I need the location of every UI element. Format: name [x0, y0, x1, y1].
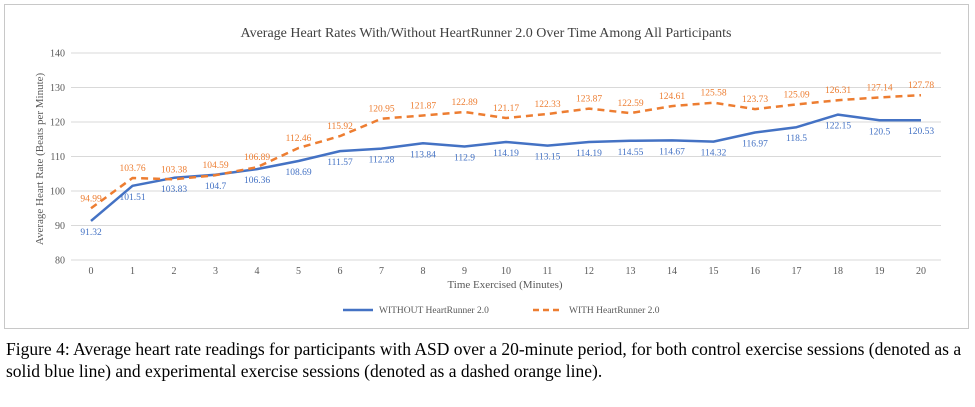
- data-label: 114.67: [659, 147, 685, 157]
- series-line-with: [90, 93, 922, 210]
- x-tick-label: 7: [379, 266, 384, 277]
- x-tick-label: 13: [626, 266, 636, 277]
- chart-title: Average Heart Rates With/Without HeartRu…: [241, 26, 732, 41]
- data-label: 124.61: [659, 92, 685, 102]
- data-label: 120.5: [869, 127, 891, 137]
- data-label: 122.33: [534, 100, 560, 110]
- data-label: 103.38: [161, 165, 187, 175]
- y-tick-label: 110: [50, 152, 65, 163]
- x-tick-label: 14: [667, 266, 677, 277]
- data-label: 125.58: [700, 89, 726, 99]
- x-tick-label: 10: [501, 266, 511, 277]
- data-label: 104.59: [202, 161, 228, 171]
- legend: WITHOUT HeartRunner 2.0 WITH HeartRunner …: [343, 306, 660, 316]
- data-label: 108.69: [285, 168, 311, 178]
- y-tick-label: 90: [55, 221, 65, 232]
- data-label: 113.15: [535, 153, 561, 163]
- data-label: 112.28: [369, 156, 395, 166]
- x-tick-label: 17: [792, 266, 802, 277]
- y-axis-ticks: 80 90 100 110 120 130 140: [50, 49, 65, 267]
- x-tick-label: 11: [543, 266, 553, 277]
- data-label: 126.31: [825, 86, 851, 96]
- y-axis-title: Average Heart Rate (Beats per Minute): [34, 72, 46, 245]
- data-label: 118.5: [786, 134, 807, 144]
- x-tick-label: 12: [584, 266, 594, 277]
- x-tick-label: 19: [875, 266, 885, 277]
- data-label: 120.53: [908, 127, 934, 137]
- data-label: 112.46: [286, 134, 312, 144]
- data-label: 127.14: [866, 83, 892, 93]
- y-tick-label: 100: [50, 187, 65, 198]
- x-tick-label: 2: [172, 266, 177, 277]
- data-label: 116.97: [742, 139, 768, 149]
- data-label: 121.17: [493, 104, 519, 114]
- data-label: 112.9: [454, 153, 475, 163]
- x-tick-label: 1: [130, 266, 135, 277]
- data-label: 114.32: [701, 149, 727, 159]
- data-label: 113.84: [410, 150, 436, 160]
- legend-label-with: WITH HeartRunner 2.0: [569, 306, 660, 316]
- data-label: 115.92: [327, 122, 353, 132]
- x-tick-label: 16: [750, 266, 760, 277]
- x-tick-label: 9: [462, 266, 467, 277]
- gridlines: [71, 52, 941, 261]
- data-label: 103.83: [161, 185, 187, 195]
- data-labels: 94.99 103.76 103.38 104.59 106.89 112.46 115.9…: [80, 81, 934, 238]
- data-label: 111.57: [327, 158, 353, 168]
- line-chart: Average Heart Rates With/Without HeartRu…: [34, 26, 941, 316]
- data-label: 91.32: [80, 228, 102, 238]
- data-label: 123.73: [742, 95, 768, 105]
- data-label: 94.99: [80, 194, 102, 204]
- x-axis-title: Time Exercised (Minutes): [447, 279, 562, 291]
- x-axis-ticks: 0 1 2 3 4 5 6 7 8 9 10 11 12 13 14 15 16 17 18 19 20: [89, 266, 927, 277]
- y-tick-label: 120: [50, 118, 65, 129]
- x-tick-label: 4: [255, 266, 260, 277]
- data-label: 125.09: [783, 90, 809, 100]
- data-label: 114.19: [576, 149, 602, 159]
- data-label: 121.87: [410, 102, 436, 112]
- data-label: 106.89: [244, 153, 270, 163]
- x-tick-label: 20: [916, 266, 926, 277]
- data-label: 101.51: [119, 193, 145, 203]
- y-tick-label: 140: [50, 49, 65, 60]
- x-tick-label: 18: [833, 266, 843, 277]
- data-label: 122.59: [617, 99, 643, 109]
- series-lines: [90, 93, 922, 222]
- x-tick-label: 3: [213, 266, 218, 277]
- data-label: 123.87: [576, 95, 602, 105]
- y-tick-label: 130: [50, 83, 65, 94]
- data-label: 106.36: [244, 176, 270, 186]
- x-tick-label: 0: [89, 266, 94, 277]
- x-tick-label: 5: [296, 266, 301, 277]
- data-label: 104.7: [205, 182, 227, 192]
- x-tick-label: 6: [338, 266, 343, 277]
- chart-frame: Average Heart Rates With/Without HeartRu…: [4, 4, 969, 329]
- y-tick-label: 80: [55, 256, 65, 267]
- x-tick-label: 8: [421, 266, 426, 277]
- data-label: 122.89: [451, 98, 477, 108]
- data-label: 127.78: [908, 81, 934, 91]
- data-label: 103.76: [119, 164, 145, 174]
- data-label: 114.19: [493, 149, 519, 159]
- data-label: 120.95: [368, 105, 394, 115]
- x-tick-label: 15: [709, 266, 719, 277]
- legend-label-without: WITHOUT HeartRunner 2.0: [379, 306, 489, 316]
- figure-caption: Figure 4: Average heart rate readings fo…: [6, 339, 962, 381]
- data-label: 122.15: [825, 122, 851, 132]
- data-label: 114.55: [618, 148, 644, 158]
